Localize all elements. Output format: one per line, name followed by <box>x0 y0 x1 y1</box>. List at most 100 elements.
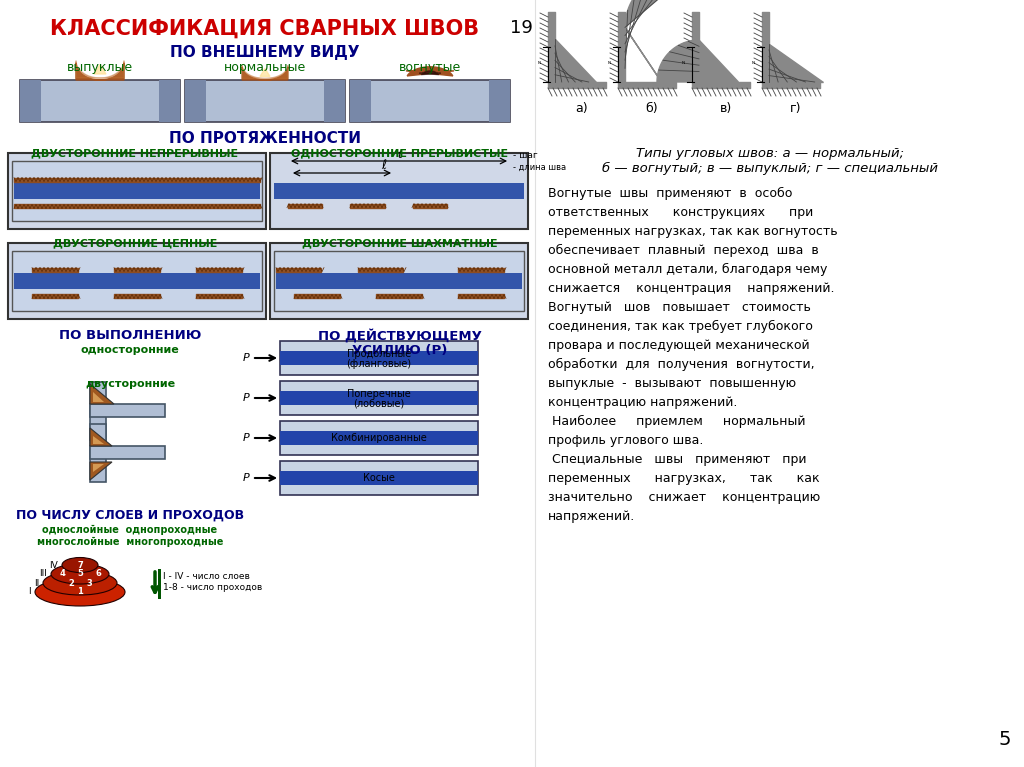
Bar <box>159 80 180 122</box>
Polygon shape <box>625 0 688 82</box>
Text: P: P <box>243 433 249 443</box>
Ellipse shape <box>62 558 98 572</box>
Polygon shape <box>406 67 454 76</box>
Bar <box>185 80 345 122</box>
Text: напряжений.: напряжений. <box>548 510 635 523</box>
Ellipse shape <box>51 564 109 584</box>
Polygon shape <box>769 44 823 82</box>
Text: ДВУСТОРОННИЕ ШАХМАТНЫЕ: ДВУСТОРОННИЕ ШАХМАТНЫЕ <box>302 238 498 248</box>
Text: ᴺ: ᴺ <box>608 61 611 67</box>
Text: б): б) <box>646 102 658 115</box>
Bar <box>280 341 478 375</box>
Bar <box>280 381 478 415</box>
Text: значительно    снижает    концентрацию: значительно снижает концентрацию <box>548 491 820 504</box>
Text: б — вогнутый; в — выпуклый; г — специальный: б — вогнутый; в — выпуклый; г — специаль… <box>602 162 938 175</box>
Text: Продольные: Продольные <box>347 349 411 359</box>
Text: 19: 19 <box>510 19 532 37</box>
Polygon shape <box>555 38 596 82</box>
Polygon shape <box>90 384 114 404</box>
Bar <box>325 80 345 122</box>
Text: I - IV - число слоев
1-8 - число проходов: I - IV - число слоев 1-8 - число проходо… <box>163 572 262 591</box>
Polygon shape <box>419 71 440 74</box>
Text: IV: IV <box>49 561 58 570</box>
Bar <box>90 446 165 459</box>
Text: ℓ: ℓ <box>381 159 387 172</box>
Bar <box>12 161 262 221</box>
Bar <box>90 404 165 417</box>
Bar <box>8 243 266 319</box>
Polygon shape <box>93 464 104 472</box>
Text: ПО ВЫПОЛНЕНИЮ: ПО ВЫПОЛНЕНИЮ <box>58 329 201 342</box>
Bar <box>20 80 180 122</box>
Text: концентрацию напряжений.: концентрацию напряжений. <box>548 396 737 409</box>
Text: ᴺ: ᴺ <box>538 61 541 67</box>
Text: Наиболее     приемлем     нормальный: Наиболее приемлем нормальный <box>548 415 806 428</box>
Polygon shape <box>243 67 288 80</box>
Bar <box>8 153 266 229</box>
Bar <box>158 569 161 599</box>
Text: односторонние: односторонние <box>81 345 179 355</box>
Text: Косые: Косые <box>364 473 395 483</box>
Text: переменных      нагрузках,      так      как: переменных нагрузках, так как <box>548 472 819 485</box>
Text: вогнутые: вогнутые <box>399 61 461 74</box>
Text: ОДНОСТОРОННИЕ ПРЕРЫВИСТЫЕ: ОДНОСТОРОННИЕ ПРЕРЫВИСТЫЕ <box>292 148 509 158</box>
Text: - длина шва: - длина шва <box>513 163 566 172</box>
Text: 5: 5 <box>998 730 1012 749</box>
Text: P: P <box>243 353 249 363</box>
Text: Вогнутый   шов   повышает   стоимость: Вогнутый шов повышает стоимость <box>548 301 811 314</box>
Polygon shape <box>243 65 288 78</box>
Text: Типы угловых швов: а — нормальный;: Типы угловых швов: а — нормальный; <box>636 147 904 160</box>
Bar <box>274 183 524 199</box>
Text: Вогнутые  швы  применяют  в  особо: Вогнутые швы применяют в особо <box>548 187 793 200</box>
Text: ᴺ: ᴺ <box>752 61 755 67</box>
Text: III: III <box>39 570 47 578</box>
Text: снижается    концентрация    напряжений.: снижается концентрация напряжений. <box>548 282 835 295</box>
Text: Комбинированные: Комбинированные <box>331 433 427 443</box>
Bar <box>280 421 478 455</box>
Text: ответственных      конструкциях      при: ответственных конструкциях при <box>548 206 813 219</box>
Text: выпуклые  -  вызывают  повышенную: выпуклые - вызывают повышенную <box>548 377 796 390</box>
Text: ДВУСТОРОННИЕ ЦЕПНЫЕ: ДВУСТОРОННИЕ ЦЕПНЫЕ <box>53 238 217 248</box>
Bar <box>276 272 522 289</box>
Text: ПО ПРОТЯЖЕННОСТИ: ПО ПРОТЯЖЕННОСТИ <box>169 131 361 146</box>
Text: ПО ЧИСЛУ СЛОЕВ И ПРОХОДОВ: ПО ЧИСЛУ СЛОЕВ И ПРОХОДОВ <box>16 509 244 522</box>
Text: провара и последующей механической: провара и последующей механической <box>548 339 810 352</box>
Text: 1: 1 <box>77 588 83 597</box>
Text: (лобовые): (лобовые) <box>353 399 404 409</box>
Text: - шаг: - шаг <box>513 151 538 160</box>
Text: соединения, так как требует глубокого: соединения, так как требует глубокого <box>548 320 813 333</box>
Bar <box>280 390 478 406</box>
Polygon shape <box>260 68 270 77</box>
Bar <box>280 430 478 446</box>
Polygon shape <box>90 462 112 480</box>
Text: а): а) <box>575 102 589 115</box>
Text: обеспечивает  плавный  переход  шва  в: обеспечивает плавный переход шва в <box>548 244 819 257</box>
Text: 2: 2 <box>68 578 74 588</box>
Ellipse shape <box>35 578 125 606</box>
Text: выпуклые: выпуклые <box>67 61 133 74</box>
Polygon shape <box>76 63 124 80</box>
Text: ᴺ: ᴺ <box>682 61 685 67</box>
Bar <box>280 470 478 486</box>
Polygon shape <box>94 64 106 74</box>
Bar <box>350 80 371 122</box>
Text: в): в) <box>720 102 732 115</box>
Bar <box>280 461 478 495</box>
Text: t: t <box>397 150 401 160</box>
Polygon shape <box>657 40 738 82</box>
Bar <box>90 424 106 482</box>
Text: II: II <box>34 578 39 588</box>
Bar <box>14 183 260 199</box>
Text: многослойные  многопроходные: многослойные многопроходные <box>37 537 223 547</box>
Text: переменных нагрузках, так как вогнутость: переменных нагрузках, так как вогнутость <box>548 225 838 238</box>
Bar <box>489 80 510 122</box>
Text: 3: 3 <box>86 578 92 588</box>
Text: обработки  для  получения  вогнутости,: обработки для получения вогнутости, <box>548 358 815 371</box>
Bar <box>14 272 260 289</box>
Text: Поперечные: Поперечные <box>347 389 411 399</box>
Text: г): г) <box>791 102 802 115</box>
Polygon shape <box>93 392 104 402</box>
Text: 6: 6 <box>95 570 101 578</box>
Text: двусторонние: двусторонние <box>85 379 175 389</box>
Text: УСИЛИЮ (Р): УСИЛИЮ (Р) <box>352 344 447 357</box>
